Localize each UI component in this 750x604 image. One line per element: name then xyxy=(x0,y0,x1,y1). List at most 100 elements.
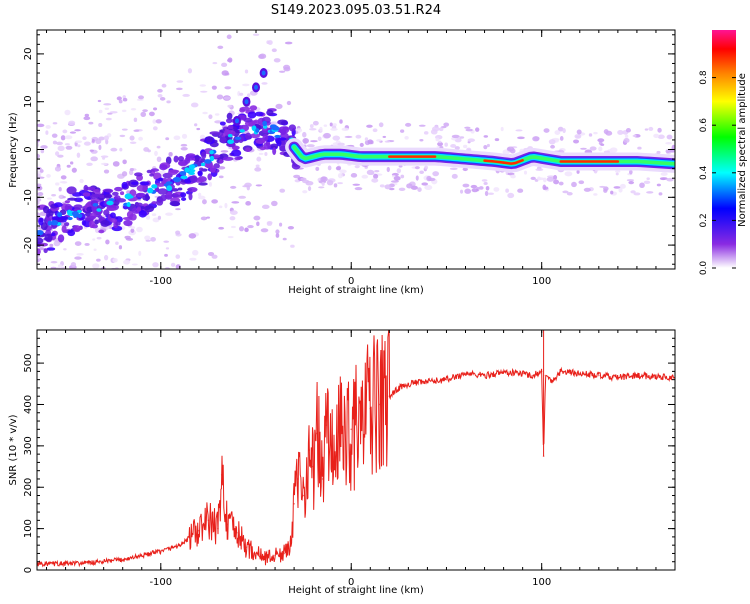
spectrogram-speckle xyxy=(101,271,107,274)
spectrogram-speckle xyxy=(548,139,556,145)
spectrogram-speckle xyxy=(300,177,307,181)
spectrogram-speckle xyxy=(332,142,338,146)
spectrogram-speckle xyxy=(48,323,55,325)
snr-point xyxy=(340,432,343,435)
spectrogram-blob xyxy=(119,191,125,196)
spectrogram-speckle xyxy=(424,184,433,191)
spectrogram-hotspot xyxy=(188,164,196,170)
spectrogram-speckle xyxy=(571,181,577,188)
spectrogram-speckle xyxy=(486,143,490,148)
snr-point xyxy=(521,372,524,375)
spectrogram-speckle xyxy=(57,154,64,158)
spectrogram-speckle xyxy=(415,175,419,181)
spectrogram-speckle xyxy=(125,271,131,274)
snr-point xyxy=(464,372,467,375)
spectrogram-speckle xyxy=(128,169,134,176)
spectrogram-speckle xyxy=(136,98,144,101)
spectrogram-speckle xyxy=(51,194,57,197)
spectrogram-speckle xyxy=(145,239,151,242)
spectrogram-speckle xyxy=(462,167,468,172)
spectrogram-speckle xyxy=(451,134,460,139)
spectrogram-hotspot xyxy=(204,159,212,164)
spectrogram-speckle xyxy=(244,69,249,74)
spectrogram-blob xyxy=(205,136,214,143)
spectrogram-speckle xyxy=(410,185,418,190)
spectrogram-blob xyxy=(146,169,152,174)
spectrogram-speckle xyxy=(666,134,673,140)
spectrogram-speckle xyxy=(130,107,137,111)
spectrogram-blob xyxy=(255,111,264,117)
snr-marks xyxy=(37,330,675,568)
spectrogram-speckle xyxy=(230,225,236,229)
spectrogram-speckle xyxy=(658,192,663,196)
spectrogram-speckle xyxy=(64,135,73,140)
spectrogram-speckle xyxy=(226,34,232,40)
spectrogram-speckle xyxy=(221,62,228,68)
spectrogram-speckle xyxy=(386,166,390,173)
spectrogram-speckle xyxy=(384,140,391,143)
spectrogram-speckle xyxy=(70,294,76,298)
spectrogram-speckle xyxy=(164,253,168,257)
snr-point xyxy=(159,550,162,553)
spectrogram-speckle xyxy=(211,199,218,204)
spectrogram-blob xyxy=(43,248,48,254)
spectrogram-speckle xyxy=(282,237,287,241)
spectrogram-speckle xyxy=(202,199,207,205)
spectrogram-speckle xyxy=(129,141,137,145)
spectrogram-speckle xyxy=(199,84,207,87)
spectrogram-speckle xyxy=(48,290,54,293)
spectrogram-speckle xyxy=(152,262,159,268)
spectrogram-blob xyxy=(73,204,83,210)
spectrogram-speckle xyxy=(256,156,262,162)
spectrogram-speckle xyxy=(660,172,668,176)
spectrogram-speckle xyxy=(258,53,267,59)
spectrogram-speckle xyxy=(287,226,295,230)
spectrogram-speckle xyxy=(275,229,280,234)
snr-point xyxy=(289,540,292,542)
spectrogram-blob xyxy=(164,195,173,199)
spectrogram-speckle xyxy=(82,136,87,140)
spectrogram-hotspot xyxy=(73,212,78,219)
spectrogram-hotspot xyxy=(96,208,102,212)
spectrogram-blob xyxy=(245,147,251,153)
spectrogram-speckle xyxy=(45,288,52,292)
spectrogram-blob xyxy=(278,137,287,141)
snr-point xyxy=(264,556,267,559)
spectrogram-speckle xyxy=(152,119,157,124)
spectrogram-blob xyxy=(139,181,150,186)
spectrogram-speckle xyxy=(454,146,460,150)
spectrogram-speckle xyxy=(202,111,208,115)
spectrogram-blob xyxy=(201,151,207,160)
spectrogram-blob xyxy=(225,118,233,124)
spectrogram-speckle xyxy=(245,201,252,206)
spectrogram-speckle xyxy=(64,281,70,285)
spectrogram-speckle xyxy=(153,107,158,111)
spectrogram-blob xyxy=(130,181,139,186)
snr-point xyxy=(540,370,543,373)
spectrogram-speckle xyxy=(149,296,155,298)
spectrogram-speckle xyxy=(396,168,402,174)
spectrogram-hotspot xyxy=(106,200,114,206)
spectrogram-speckle xyxy=(431,126,440,132)
snr-point xyxy=(283,552,286,555)
spectrogram-speckle xyxy=(64,297,70,300)
spectrogram-speckle xyxy=(58,186,62,192)
spectrogram-speckle xyxy=(271,48,277,53)
spectrogram-blob xyxy=(165,156,172,165)
spectrogram-speckle xyxy=(83,141,91,146)
spectrogram-speckle xyxy=(254,167,262,172)
spectrogram-speckle xyxy=(656,183,661,187)
spectrogram-speckle xyxy=(93,248,97,251)
spectrogram-blob xyxy=(155,182,166,187)
spectrogram-speckle xyxy=(307,186,312,191)
colorbar-label: Normalized spectral amplitude xyxy=(737,73,748,227)
spectrogram-speckle xyxy=(231,201,240,204)
snr-ylabel: SNR (10 * v/v) xyxy=(8,414,19,485)
spectrogram-speckle xyxy=(138,136,143,141)
spectrogram-speckle xyxy=(36,314,40,316)
spectrogram-blob xyxy=(73,225,81,233)
spectrogram-speckle xyxy=(484,190,489,197)
spectrogram-speckle xyxy=(478,186,484,190)
spectrogram-speckle xyxy=(218,226,225,230)
